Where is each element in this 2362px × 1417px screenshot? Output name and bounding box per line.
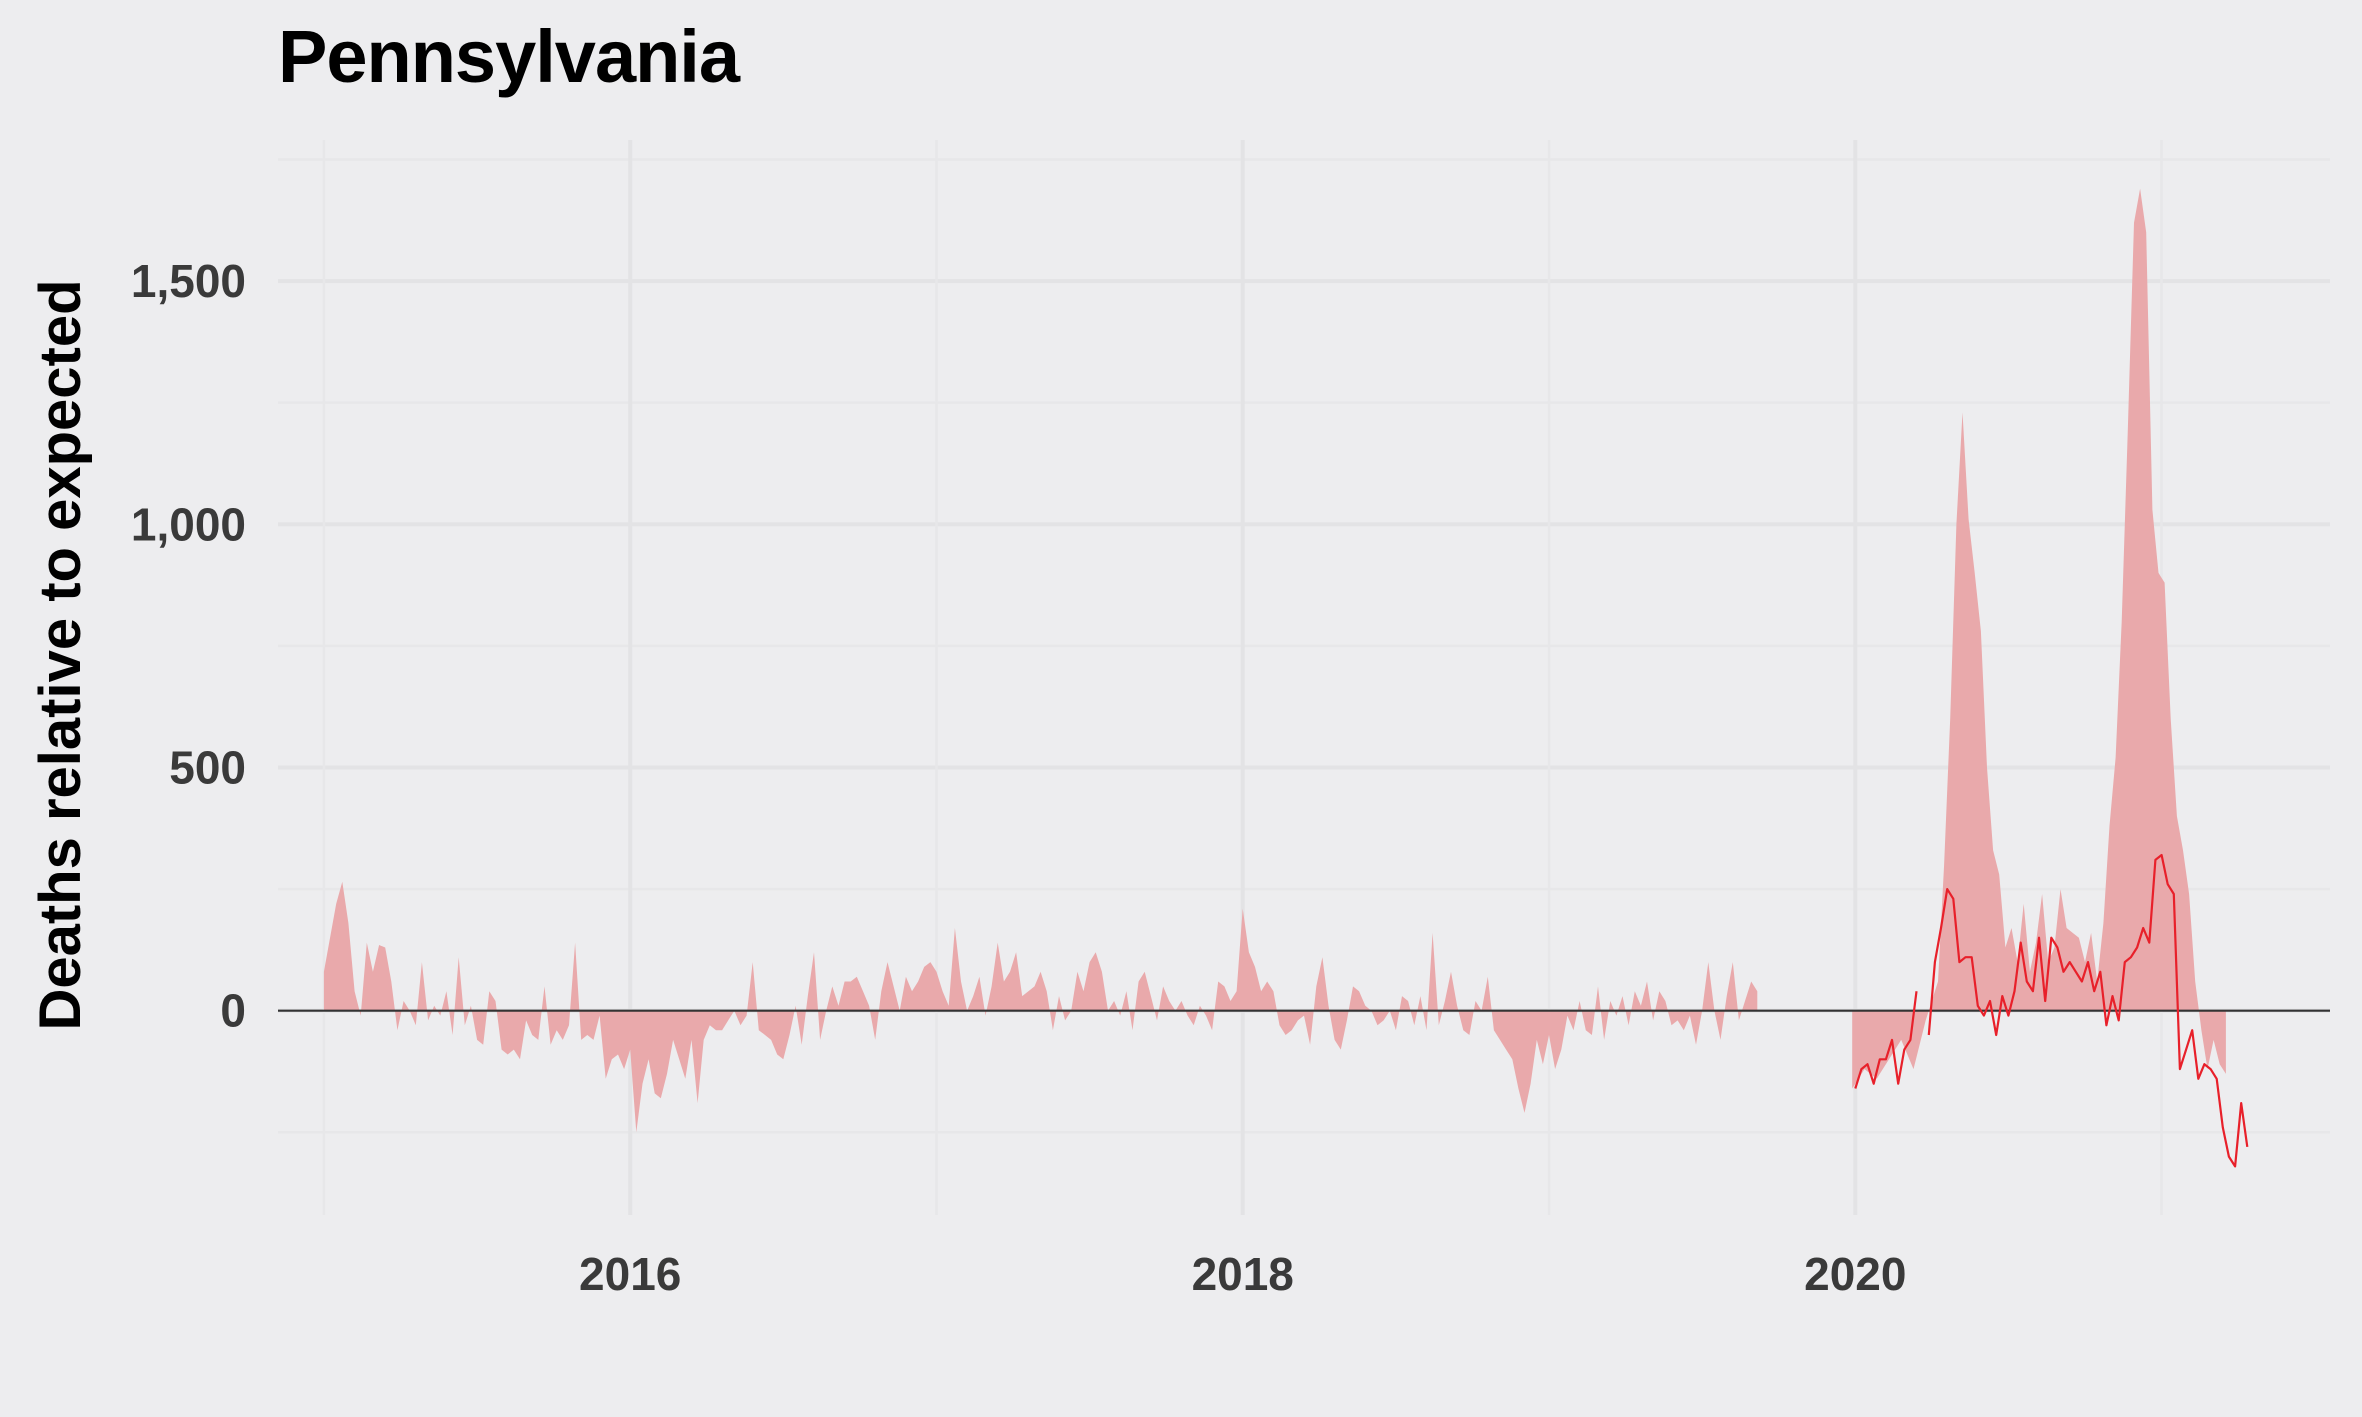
area-band-1 (1852, 188, 2226, 1089)
chart-title: Pennsylvania (278, 15, 740, 98)
y-tick-label: 0 (220, 985, 246, 1037)
x-tick-label: 2016 (579, 1248, 681, 1300)
y-tick-label: 1,000 (131, 498, 246, 550)
x-tick-label: 2020 (1804, 1248, 1906, 1300)
excess-deaths-line (1854, 853, 2249, 1168)
trend-line (1854, 853, 2249, 1168)
y-axis-title: Deaths relative to expected (28, 279, 93, 1030)
x-tick-label: 2018 (1192, 1248, 1294, 1300)
y-tick-label: 500 (169, 741, 246, 793)
excess-deaths-area (323, 188, 2226, 1133)
area-band-0 (323, 881, 1758, 1133)
grid-lines (278, 140, 2330, 1215)
x-axis-tick-labels: 2016 2018 2020 (579, 1248, 1906, 1300)
y-tick-label: 1,500 (131, 255, 246, 307)
y-axis-tick-labels: 0 500 1,000 1,500 (131, 255, 246, 1037)
